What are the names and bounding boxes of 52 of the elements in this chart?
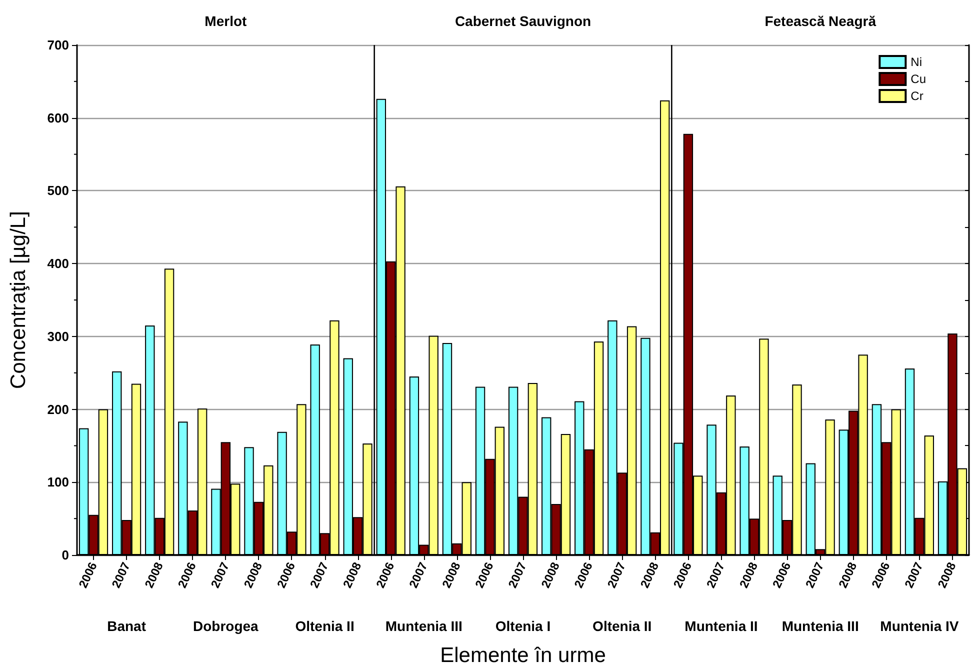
x-tick-label: 2007	[208, 560, 232, 590]
x-tick-label: 2008	[439, 560, 464, 590]
x-tick-label: 2006	[175, 560, 200, 590]
text: Muntenia IV	[880, 618, 960, 634]
text: Muntenia III	[782, 618, 859, 634]
x-tick-label: 2008	[340, 560, 364, 590]
x-tick-label: 2006	[274, 560, 298, 590]
text: Cabernet Sauvignon	[454, 13, 592, 29]
y-tick-label: 200	[47, 402, 69, 417]
x-tick-label: 2006	[373, 560, 398, 590]
x-tick-label: 2007	[902, 560, 926, 590]
legend-label: Ni	[910, 55, 922, 69]
y-tick-label: 300	[47, 328, 69, 344]
x-tick-label: 2007	[802, 560, 827, 590]
x-tick-label: 2006	[868, 560, 893, 590]
x-tick-label: 2006	[770, 560, 794, 590]
text: Muntenia III	[385, 618, 462, 634]
x-tick-label: 2006	[76, 560, 100, 590]
x-tick-label: 2007	[406, 560, 430, 590]
text: Fetească Neagră	[764, 13, 876, 29]
text: Oltenia I	[495, 618, 551, 634]
legend-label: Cr	[910, 89, 924, 103]
x-tick-label: 2006	[670, 560, 695, 590]
x-tick-label: 2008	[638, 560, 662, 590]
legend-label: Cu	[910, 72, 926, 86]
x-tick-label: 2007	[108, 560, 134, 590]
x-tick-label: 2006	[472, 560, 496, 590]
text: Oltenia II	[295, 618, 354, 634]
x-tick-label: 2008	[538, 560, 563, 590]
y-tick-label: 600	[47, 110, 69, 126]
x-tick-label: 2008	[142, 560, 166, 590]
x-tick-label: 2008	[836, 560, 860, 590]
x-tick-label: 2007	[505, 560, 530, 590]
x-tick-label: 2007	[704, 560, 728, 590]
y-tick-label: 500	[47, 183, 69, 198]
y-tick-label: 400	[47, 256, 69, 272]
text: Muntenia II	[684, 618, 758, 634]
text: Banat	[107, 618, 146, 634]
x-tick-label: 2008	[241, 560, 266, 590]
x-tick-label: 2007	[604, 560, 629, 590]
x-tick-label: 2008	[934, 560, 959, 590]
x-tick-label: 2006	[571, 560, 596, 590]
y-tick-label: 0	[62, 548, 69, 562]
y-tick-label: 700	[47, 38, 69, 52]
x-tick-label: 2008	[736, 560, 761, 590]
text: Merlot	[204, 13, 248, 29]
y-axis-title: Concentraţia [µg/L]	[7, 211, 30, 389]
x-axis-title: Elemente în urme	[440, 644, 606, 667]
text: Dobrogea	[192, 618, 259, 634]
x-tick-label: 2007	[307, 560, 332, 590]
y-tick-label: 100	[47, 474, 69, 490]
text: Oltenia II	[592, 618, 652, 634]
